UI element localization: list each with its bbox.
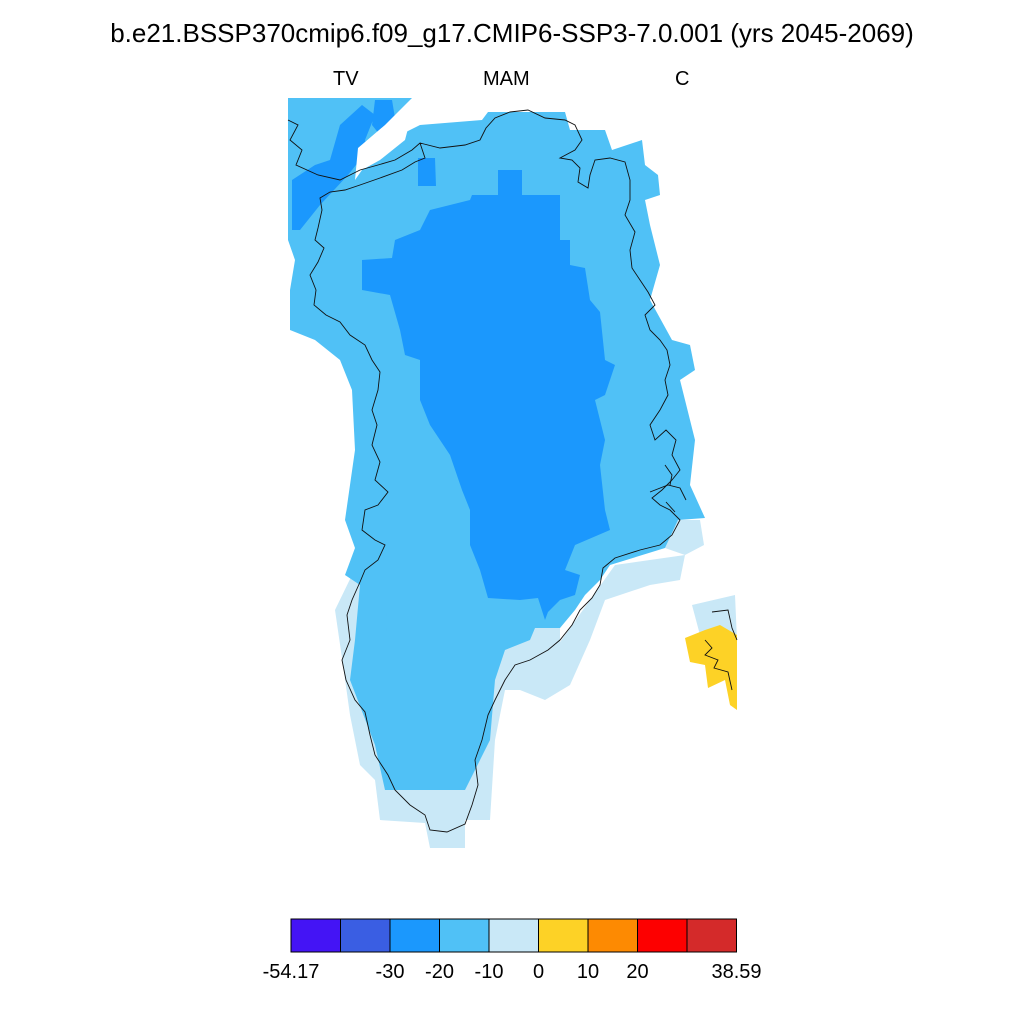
colorbar-tick-label: -20 [425, 961, 454, 983]
greenland-coastline [287, 109, 681, 833]
colorbar-labels: -54.17 -30 -20 -10 0 10 20 38.59 [263, 961, 762, 983]
east-fringe-light-region [665, 520, 704, 555]
iceland-warm-region [685, 625, 737, 710]
north-dark-strip [372, 100, 395, 135]
plot-title: b.e21.BSSP370cmip6.f09_g17.CMIP6-SSP3-7.… [110, 18, 914, 48]
north-dark-block [418, 158, 436, 186]
colorbar-tick-label: -54.17 [263, 961, 320, 983]
ice-sheet-interior-region [362, 170, 615, 620]
southwest-patch [358, 613, 387, 643]
colorbar-box [587, 918, 638, 953]
colorbar-box [538, 918, 589, 953]
sea-gaps [355, 98, 416, 180]
coastline [287, 109, 738, 833]
iceland-region [685, 595, 737, 710]
colorbar-box [340, 918, 391, 953]
field-band-dark [292, 100, 615, 643]
east-fjord-detail [649, 464, 687, 513]
iceland-coastline [704, 609, 738, 691]
colorbar-tick-label: 0 [533, 961, 544, 983]
colorbar-box [686, 918, 737, 953]
colorbar-box [637, 918, 688, 953]
colorbar-tick-label: -10 [475, 961, 504, 983]
colorbar-boxes [290, 918, 737, 953]
northwest-dark-patch [292, 105, 375, 230]
units-label: C [675, 68, 690, 90]
colorbar-box [290, 918, 341, 953]
colorbar-tick-label: 20 [626, 961, 648, 983]
nares-strait-gap [355, 98, 416, 180]
colorbar-tick-label: 10 [577, 961, 599, 983]
colorbar-box [488, 918, 539, 953]
colorbar-tick-label: -30 [376, 961, 405, 983]
colorbar-tick-label: 38.59 [711, 961, 761, 983]
colorbar-box [389, 918, 440, 953]
colorbar-box [439, 918, 490, 953]
variable-label: TV [333, 68, 359, 90]
season-label: MAM [483, 68, 530, 90]
